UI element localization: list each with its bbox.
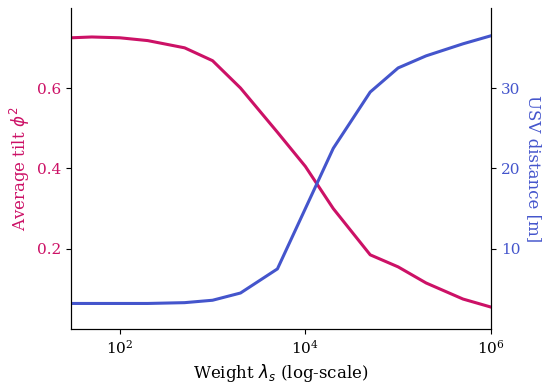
Y-axis label: USV distance [m]: USV distance [m] xyxy=(525,95,542,242)
X-axis label: Weight $\lambda_s$ (log-scale): Weight $\lambda_s$ (log-scale) xyxy=(194,362,368,385)
Y-axis label: Average tilt $\phi^2$: Average tilt $\phi^2$ xyxy=(8,106,32,231)
